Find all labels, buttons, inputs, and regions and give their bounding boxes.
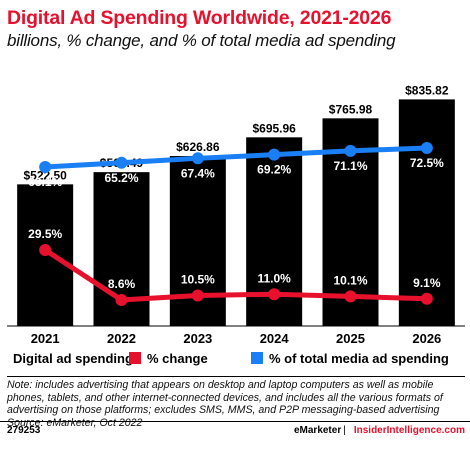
chart-header: Digital Ad Spending Worldwide, 2021-2026… <box>7 6 467 52</box>
x-tick-label: 2023 <box>183 331 212 345</box>
percent-of-total-data-label: 71.1% <box>333 159 367 173</box>
legend-label: % change <box>147 350 208 366</box>
chart-plot: $522.50$567.49$626.86$695.96$765.98$835.… <box>7 83 465 345</box>
chart-note: Note: includes advertising that appears … <box>7 379 467 429</box>
percent-of-total-data-label: 72.5% <box>410 156 444 170</box>
bar-2026 <box>398 99 455 327</box>
percent-change-point <box>191 289 204 302</box>
bar-value-label: $765.98 <box>329 102 373 116</box>
percent-of-total-point <box>420 142 433 154</box>
legend-item-digital-ad-spending: Digital ad spending <box>7 351 133 366</box>
bar-value-label: $522.50 <box>23 168 67 182</box>
legend-item-percent-of-total: % of total media ad spending <box>251 351 449 366</box>
footer: 279253 eMarketer | InsiderIntelligence.com <box>7 425 465 436</box>
bar-value-label: $695.96 <box>252 121 296 135</box>
percent-change-data-label: 29.5% <box>28 227 62 241</box>
brand-separator: | <box>343 425 346 436</box>
legend-swatch-red <box>129 352 141 364</box>
chart-title: Digital Ad Spending Worldwide, 2021-2026 <box>7 7 392 29</box>
x-tick-label: 2025 <box>336 331 365 345</box>
legend-label: Digital ad spending <box>13 350 133 366</box>
percent-of-total-data-label: 65.2% <box>104 171 138 185</box>
brand-insider-intelligence[interactable]: InsiderIntelligence.com <box>353 425 465 436</box>
percent-change-point <box>420 292 433 305</box>
percent-of-total-point <box>268 148 281 161</box>
source-text: Source: eMarketer, Oct 2022 <box>7 416 143 429</box>
legend-swatch-blue <box>251 352 263 364</box>
percent-change-line <box>42 247 430 303</box>
percent-change-data-label: 10.1% <box>333 273 367 287</box>
percent-change-data-label: 10.5% <box>181 272 215 286</box>
percent-change-data-label: 9.1% <box>413 276 441 290</box>
x-tick-label: 2026 <box>412 331 441 345</box>
percent-of-total-data-label: 69.2% <box>257 163 291 177</box>
percent-of-total-point <box>39 161 52 173</box>
percent-of-total-point <box>344 144 357 157</box>
percent-of-total-point <box>115 156 128 169</box>
percent-change-data-label: 11.0% <box>257 271 291 285</box>
percent-change-point <box>344 290 357 303</box>
percent-of-total-data-label: 67.4% <box>181 166 215 180</box>
x-tick-label: 2024 <box>260 331 290 345</box>
percent-change-point <box>115 294 128 306</box>
x-tick-label: 2021 <box>31 331 60 345</box>
brand-emarketer: eMarketer <box>293 425 342 436</box>
percent-of-total-data-label: 63.1% <box>28 175 62 189</box>
percent-of-total-point <box>191 152 204 165</box>
percent-change-point <box>268 288 281 301</box>
chart-subtitle: billions, % change, and % of total media… <box>7 31 396 50</box>
footer-divider <box>0 421 470 422</box>
legend-divider <box>7 376 465 377</box>
x-tick-label: 2022 <box>107 331 136 345</box>
percent-change-data-label: 8.6% <box>108 277 136 291</box>
note-text: Note: includes advertising that appears … <box>7 379 443 417</box>
percent-change-point <box>39 244 52 256</box>
footer-brands: eMarketer | InsiderIntelligence.com <box>292 425 465 436</box>
bar-value-label: $626.86 <box>176 140 220 154</box>
chart-id: 279253 <box>7 425 41 436</box>
percent-of-total-line <box>42 145 430 170</box>
legend: Digital ad spending % change % of total … <box>7 348 467 368</box>
legend-label: % of total media ad spending <box>269 350 449 366</box>
bar-value-label: $835.82 <box>405 83 449 97</box>
legend-item-percent-change: % change <box>129 351 251 366</box>
